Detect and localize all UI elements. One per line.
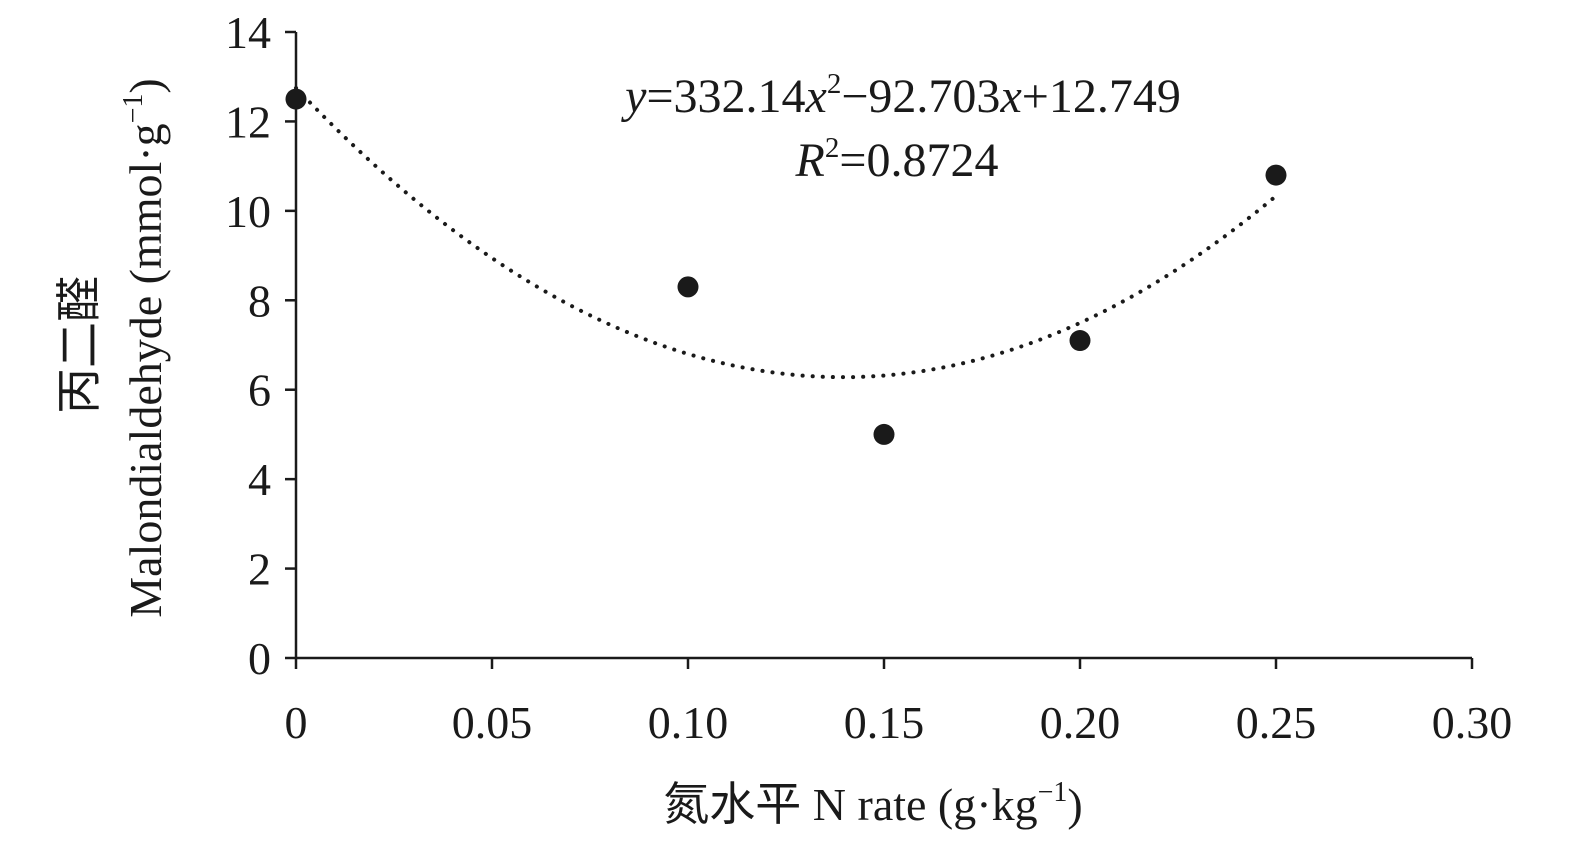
r-squared-annotation: R2=0.8724 bbox=[795, 132, 999, 187]
data-point bbox=[873, 423, 895, 445]
y-tick-label: 2 bbox=[248, 544, 271, 595]
data-point bbox=[677, 276, 699, 298]
axes bbox=[294, 32, 1472, 660]
data-point bbox=[1069, 330, 1091, 352]
y-axis-title-chinese: 丙二醛 bbox=[54, 276, 105, 414]
x-axis-ticks: 0 0.05 0.10 0.15 0.20 0.25 0.30 bbox=[285, 658, 1513, 748]
data-point bbox=[1265, 164, 1287, 186]
x-tick-label: 0.25 bbox=[1236, 697, 1317, 748]
x-tick-label: 0.30 bbox=[1432, 697, 1513, 748]
x-tick-label: 0.20 bbox=[1040, 697, 1121, 748]
y-tick-label: 6 bbox=[248, 365, 271, 416]
equation-annotation: y=332.14x2−92.703x+12.749 bbox=[620, 68, 1181, 123]
x-tick-label: 0.15 bbox=[844, 697, 925, 748]
y-tick-label: 0 bbox=[248, 633, 271, 684]
data-points bbox=[285, 88, 1287, 445]
y-tick-label: 8 bbox=[248, 275, 271, 326]
x-tick-label: 0 bbox=[285, 697, 308, 748]
y-tick-label: 12 bbox=[225, 96, 271, 147]
y-tick-label: 10 bbox=[225, 186, 271, 237]
trendline bbox=[294, 85, 1278, 380]
y-tick-label: 14 bbox=[225, 7, 271, 58]
y-tick-label: 4 bbox=[248, 454, 271, 505]
y-axis-ticks: 0 2 4 6 8 10 12 14 bbox=[225, 7, 296, 684]
x-tick-label: 0.05 bbox=[452, 697, 533, 748]
x-axis-title: 氮水平 N rate (g·kg−1) bbox=[663, 777, 1082, 830]
y-axis-title: Malondialdehyde (mmol·g−1) bbox=[118, 78, 171, 618]
trendline-group bbox=[294, 85, 1278, 380]
data-point bbox=[285, 88, 307, 110]
x-tick-label: 0.10 bbox=[648, 697, 729, 748]
